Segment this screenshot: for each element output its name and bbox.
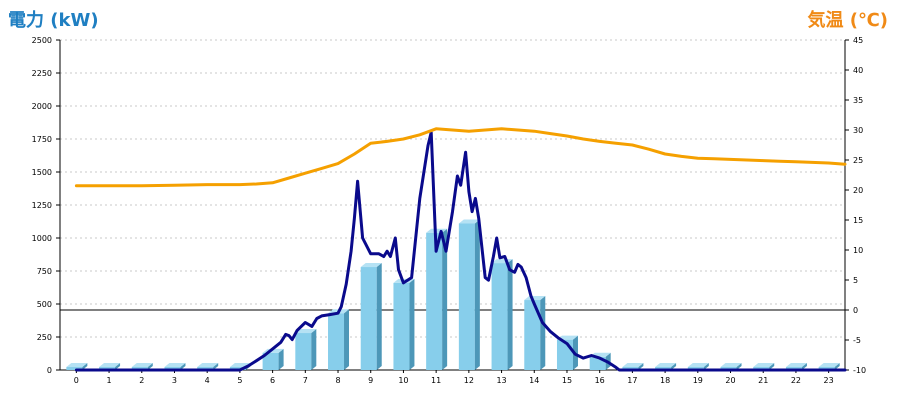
x-tick-label: 10 <box>398 376 408 385</box>
x-tick-label: 7 <box>303 376 308 385</box>
left-tick-label: 1250 <box>32 201 52 210</box>
power-bar <box>66 363 88 370</box>
x-tick-label: 4 <box>205 376 210 385</box>
left-tick-label: 2250 <box>32 69 52 78</box>
right-tick-label: 0 <box>853 306 858 315</box>
x-tick-label: 22 <box>791 376 801 385</box>
right-tick-label: -5 <box>853 336 861 345</box>
right-tick-label: 5 <box>853 276 858 285</box>
left-tick-label: 2500 <box>32 36 52 45</box>
x-tick-label: 2 <box>139 376 144 385</box>
x-tick-label: 5 <box>237 376 242 385</box>
left-tick-label: 750 <box>37 267 52 276</box>
power-bar <box>262 348 284 370</box>
right-axis-title: 気温 (℃) <box>807 10 888 31</box>
x-tick-label: 1 <box>107 376 112 385</box>
x-tick-label: 19 <box>693 376 703 385</box>
power-bar <box>524 296 546 370</box>
left-axis-title: 電力 (kW) <box>8 10 99 31</box>
power-bar <box>393 278 415 370</box>
left-tick-label: 2000 <box>32 102 52 111</box>
x-tick-label: 15 <box>562 376 572 385</box>
power-line <box>74 130 847 372</box>
x-tick-label: 16 <box>595 376 605 385</box>
x-tick-label: 18 <box>660 376 670 385</box>
left-tick-label: 1000 <box>32 234 52 243</box>
power-bar <box>491 259 513 370</box>
right-tick-label: -10 <box>853 366 866 375</box>
left-tick-label: 500 <box>37 300 52 309</box>
x-tick-label: 17 <box>627 376 637 385</box>
right-tick-label: 10 <box>853 246 863 255</box>
power-bar <box>295 329 317 370</box>
x-tick-label: 20 <box>725 376 735 385</box>
power-bar <box>458 219 480 370</box>
left-tick-label: 1750 <box>32 135 52 144</box>
power-bar <box>328 309 350 370</box>
x-tick-label: 23 <box>824 376 834 385</box>
left-tick-label: 1500 <box>32 168 52 177</box>
right-tick-label: 35 <box>853 96 863 105</box>
right-tick-label: 25 <box>853 156 863 165</box>
x-tick-label: 21 <box>758 376 768 385</box>
right-tick-label: 20 <box>853 186 863 195</box>
left-tick-label: 0 <box>47 366 52 375</box>
left-tick-label: 250 <box>37 333 52 342</box>
x-tick-label: 0 <box>74 376 79 385</box>
x-tick-label: 6 <box>270 376 275 385</box>
x-tick-label: 12 <box>464 376 474 385</box>
x-tick-label: 3 <box>172 376 177 385</box>
x-tick-label: 14 <box>529 376 539 385</box>
x-tick-label: 13 <box>496 376 506 385</box>
x-tick-label: 9 <box>368 376 373 385</box>
x-tick-label: 11 <box>431 376 441 385</box>
x-tick-label: 8 <box>335 376 340 385</box>
right-tick-label: 15 <box>853 216 863 225</box>
temperature-line <box>74 127 847 188</box>
power-bar <box>360 263 382 370</box>
power-bar <box>426 228 448 370</box>
right-tick-label: 40 <box>853 66 863 75</box>
right-tick-label: 30 <box>853 126 863 135</box>
right-tick-label: 45 <box>853 36 863 45</box>
